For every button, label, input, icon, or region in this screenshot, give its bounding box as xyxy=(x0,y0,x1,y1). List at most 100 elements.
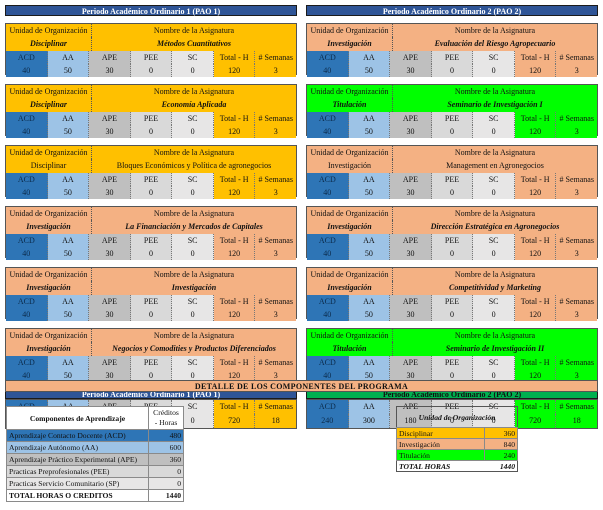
col-label: Total - H xyxy=(514,233,557,247)
components-table: Componentes de Aprendizaje Créditos - Ho… xyxy=(6,406,184,502)
col-value: 3 xyxy=(556,246,598,261)
org-label: Unidad de Organización xyxy=(307,207,393,221)
summary-value: 18 xyxy=(255,414,297,428)
name-label: Nombre de la Asignatura xyxy=(153,209,235,218)
subject-values-row: 40 50 30 0 0 120 3 xyxy=(307,63,598,78)
col-label: ACD xyxy=(307,172,349,186)
col-value: 0 xyxy=(431,185,474,200)
subject-block: Unidad de Organización Nombre de la Asign… xyxy=(5,23,297,78)
col-label: SC xyxy=(473,233,515,247)
unit-value: 360 xyxy=(484,427,518,439)
col-value: 40 xyxy=(307,246,349,261)
col-label: APE xyxy=(89,111,131,125)
col-value: 40 xyxy=(307,368,349,383)
subject-info-row: Disciplinar Bloques Económicos y Política… xyxy=(6,159,296,173)
col-value: 50 xyxy=(348,124,391,139)
summary-col-label: Total - H xyxy=(213,400,256,414)
subject-values-row: 40 50 30 0 0 120 3 xyxy=(6,246,297,261)
col-label: SC xyxy=(172,355,214,369)
col-value: 0 xyxy=(473,185,515,200)
col-value: 0 xyxy=(431,63,474,78)
subject-block: Unidad de Organización Nombre de la Asign… xyxy=(5,328,297,383)
col-value: 3 xyxy=(255,307,297,322)
subject-col-labels: ACD AA APE PEE SC Total - H # Semanas xyxy=(6,294,297,308)
org-label: Unidad de Organización xyxy=(307,329,393,343)
col-value: 0 xyxy=(130,246,173,261)
component-row: Practicas Preprofesionales (PEE) 0 xyxy=(6,465,184,478)
col-label: PEE xyxy=(431,172,474,186)
col-label: ACD xyxy=(6,294,48,308)
col-label: Total - H xyxy=(514,355,557,369)
col-label: SC xyxy=(473,294,515,308)
subject-col-labels: ACD AA APE PEE SC Total - H # Semanas xyxy=(6,233,297,247)
col-label: # Semanas xyxy=(556,172,598,186)
subject-name: Evaluación del Riesgo Agropecuario xyxy=(434,39,556,49)
col-value: 120 xyxy=(213,307,256,322)
summary-value: 240 xyxy=(307,414,349,428)
subject-header-row: Unidad de Organización Nombre de la Asign… xyxy=(6,207,296,221)
col-label: # Semanas xyxy=(556,233,598,247)
subject-info-row: Investigación Negocios y Comodities y Pro… xyxy=(6,342,296,356)
pao1-column: Periodo Académico Ordinario 1 (PAO 1) Un… xyxy=(5,5,297,429)
col-label: Total - H xyxy=(514,172,557,186)
pao2-title: Periodo Académico Ordinario 2 (PAO 2) xyxy=(306,5,598,16)
unit-value: 840 xyxy=(484,438,518,450)
subject-col-labels: ACD AA APE PEE SC Total - H # Semanas xyxy=(6,355,297,369)
components-header-right: Créditos - Horas xyxy=(148,406,184,430)
subject-name: Economía Aplicada xyxy=(161,100,227,110)
col-value: 40 xyxy=(6,246,48,261)
col-value: 120 xyxy=(213,368,256,383)
col-label: ACD xyxy=(6,50,48,64)
component-row: Aprendizaje Práctico Experimental (APE) 3… xyxy=(6,453,184,466)
subject-col-labels: ACD AA APE PEE SC Total - H # Semanas xyxy=(6,111,297,125)
subject-block: Unidad de Organización Nombre de la Asign… xyxy=(306,328,598,383)
pao1-subjects: Unidad de Organización Nombre de la Asign… xyxy=(5,23,297,383)
col-value: 40 xyxy=(6,124,48,139)
col-value: 0 xyxy=(172,246,214,261)
org-label: Unidad de Organización xyxy=(6,268,92,282)
col-label: SC xyxy=(473,355,515,369)
col-label: AA xyxy=(47,111,90,125)
col-label: ACD xyxy=(6,233,48,247)
col-value: 30 xyxy=(89,246,131,261)
component-row: Practicas Servicio Comunitario (SP) 0 xyxy=(6,477,184,490)
org-label: Unidad de Organización xyxy=(6,24,92,38)
subject-values-row: 40 50 30 0 0 120 3 xyxy=(307,368,598,383)
subject-name: Seminario de Investigación II xyxy=(445,344,545,354)
units-total-label: TOTAL HORAS xyxy=(399,461,451,471)
col-label: ACD xyxy=(6,355,48,369)
col-value: 120 xyxy=(514,63,557,78)
col-value: 0 xyxy=(431,307,474,322)
col-label: SC xyxy=(473,111,515,125)
col-label: AA xyxy=(47,233,90,247)
col-value: 0 xyxy=(473,246,515,261)
component-row: Aprendizaje Autónomo (AA) 600 xyxy=(6,441,184,454)
col-value: 50 xyxy=(47,246,90,261)
col-value: 30 xyxy=(89,63,131,78)
col-label: AA xyxy=(348,172,391,186)
col-label: APE xyxy=(89,50,131,64)
col-label: # Semanas xyxy=(556,294,598,308)
col-label: AA xyxy=(47,355,90,369)
col-label: AA xyxy=(47,172,90,186)
col-value: 0 xyxy=(473,63,515,78)
col-value: 30 xyxy=(390,246,432,261)
col-value: 50 xyxy=(47,185,90,200)
col-label: # Semanas xyxy=(255,355,297,369)
subject-block: Unidad de Organización Nombre de la Asign… xyxy=(5,145,297,200)
component-label: Practicas Preprofesionales (PEE) xyxy=(6,465,149,478)
col-label: SC xyxy=(172,111,214,125)
subject-values-row: 40 50 30 0 0 120 3 xyxy=(307,246,598,261)
components-total-label: TOTAL HORAS O CREDITOS xyxy=(6,489,149,502)
col-label: Total - H xyxy=(213,233,256,247)
org-label: Unidad de Organización xyxy=(307,268,393,282)
col-value: 30 xyxy=(89,185,131,200)
col-value: 50 xyxy=(47,307,90,322)
subject-name: Bloques Económicos y Política de agroneg… xyxy=(116,161,272,171)
col-label: AA xyxy=(47,294,90,308)
subject-header-row: Unidad de Organización Nombre de la Asign… xyxy=(307,207,597,221)
col-value: 0 xyxy=(473,124,515,139)
col-label: APE xyxy=(89,294,131,308)
name-label: Nombre de la Asignatura xyxy=(153,87,235,96)
subject-col-labels: ACD AA APE PEE SC Total - H # Semanas xyxy=(6,50,297,64)
